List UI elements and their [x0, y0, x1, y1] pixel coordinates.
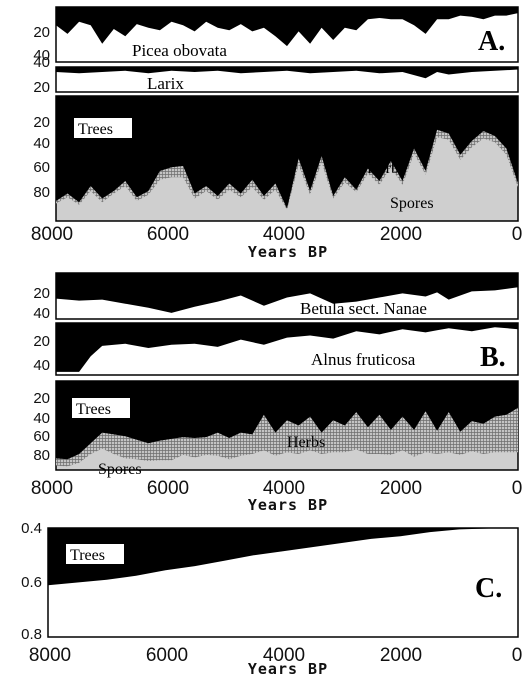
subplot-b-ths: 20 40 60 80 Trees Herbs Spores: [33, 380, 519, 478]
trees-area: [48, 528, 518, 586]
subplot-a-larix: 40 20 Larix: [33, 54, 519, 96]
y-tick-label: 60: [33, 428, 50, 445]
x-axis-title: Years BP: [248, 243, 328, 261]
betula-label: Betula sect. Nanae: [300, 299, 427, 318]
x-tick-label: 2000: [380, 224, 422, 245]
y-tick-label: 20: [33, 333, 50, 350]
betula-area: [56, 273, 518, 313]
x-tick-label: 8000: [31, 478, 73, 499]
subplot-b-betula: 20 40 Betula sect. Nanae: [33, 272, 519, 322]
trees-area: [56, 96, 518, 209]
x-axis-title: Years BP: [248, 660, 328, 677]
trees-label-box: [72, 398, 130, 418]
y-tick-label: 0.6: [21, 574, 42, 591]
subplot-c-trees: 0.4 0.6 0.8 Trees C.: [21, 520, 519, 643]
y-tick-label: 40: [33, 54, 50, 71]
panel-c: 0.4 0.6 0.8 Trees C. 8000 6000 4000 2000…: [21, 520, 522, 677]
subplot-b-alnus: 20 40 Alnus fruticosa B.: [33, 322, 519, 376]
subplot-a-picea: 20 40 Picea obovata A.: [33, 6, 519, 64]
picea-label: Picea obovata: [132, 41, 227, 60]
x-tick-label: 4000: [263, 224, 305, 245]
x-tick-label: 8000: [29, 645, 71, 666]
y-tick-label: 40: [33, 47, 50, 64]
x-tick-label: 2000: [380, 645, 422, 666]
x-tick-label: 0: [512, 645, 523, 666]
x-tick-label: 8000: [31, 224, 73, 245]
herbs-label: Herbs: [287, 434, 325, 451]
alnus-area: [56, 323, 518, 372]
spores-label: Spores: [98, 461, 142, 478]
trees-label-box: [74, 118, 132, 138]
panel-letter-a: A.: [478, 26, 505, 57]
subplot-a-ths: 20 40 60 80 Trees Herbs Spores: [33, 95, 519, 222]
y-tick-label: 80: [33, 184, 50, 201]
y-tick-label: 40: [33, 357, 50, 374]
y-tick-label: 20: [33, 24, 50, 41]
y-tick-label: 0.4: [21, 520, 42, 537]
y-tick-label: 0.8: [21, 626, 42, 643]
x-tick-label: 4000: [263, 478, 305, 499]
alnus-label: Alnus fruticosa: [311, 350, 416, 369]
y-tick-label: 20: [33, 79, 50, 96]
x-tick-label: 4000: [263, 645, 305, 666]
x-axis-title: Years BP: [248, 496, 328, 514]
y-tick-label: 60: [33, 159, 50, 176]
x-axis-b: 8000 6000 4000 2000 0 Years BP: [31, 478, 522, 514]
trees-label: Trees: [76, 401, 111, 418]
x-axis-c: 8000 6000 4000 2000 0 Years BP: [29, 645, 522, 677]
picea-area: [56, 7, 518, 47]
x-tick-label: 0: [512, 224, 523, 245]
trees-label: Trees: [78, 121, 113, 138]
larix-label: Larix: [147, 74, 184, 93]
x-tick-label: 6000: [147, 224, 189, 245]
trees-area: [56, 381, 518, 460]
panel-letter-c: C.: [475, 573, 502, 604]
y-tick-label: 20: [33, 390, 50, 407]
trees-label-box: [66, 544, 124, 564]
y-tick-label: 40: [33, 305, 50, 322]
x-tick-label: 6000: [147, 478, 189, 499]
x-axis-a: 8000 6000 4000 2000 0 Years BP: [31, 224, 522, 261]
herbs-label: Herbs: [367, 160, 405, 177]
y-tick-label: 40: [33, 410, 50, 427]
panel-a: 20 40 Picea obovata A. 40 20 Larix 20 40…: [31, 6, 522, 261]
y-tick-label: 80: [33, 447, 50, 464]
panel-b: 20 40 Betula sect. Nanae 20 40 Alnus fru…: [31, 272, 522, 514]
y-tick-label: 20: [33, 285, 50, 302]
panel-letter-b: B.: [480, 342, 506, 373]
y-tick-label: 20: [33, 114, 50, 131]
x-tick-label: 6000: [146, 645, 188, 666]
spores-label: Spores: [390, 195, 434, 212]
trees-label: Trees: [70, 547, 105, 564]
larix-area: [56, 67, 518, 79]
x-tick-label: 0: [512, 478, 523, 499]
y-tick-label: 40: [33, 135, 50, 152]
x-tick-label: 2000: [380, 478, 422, 499]
